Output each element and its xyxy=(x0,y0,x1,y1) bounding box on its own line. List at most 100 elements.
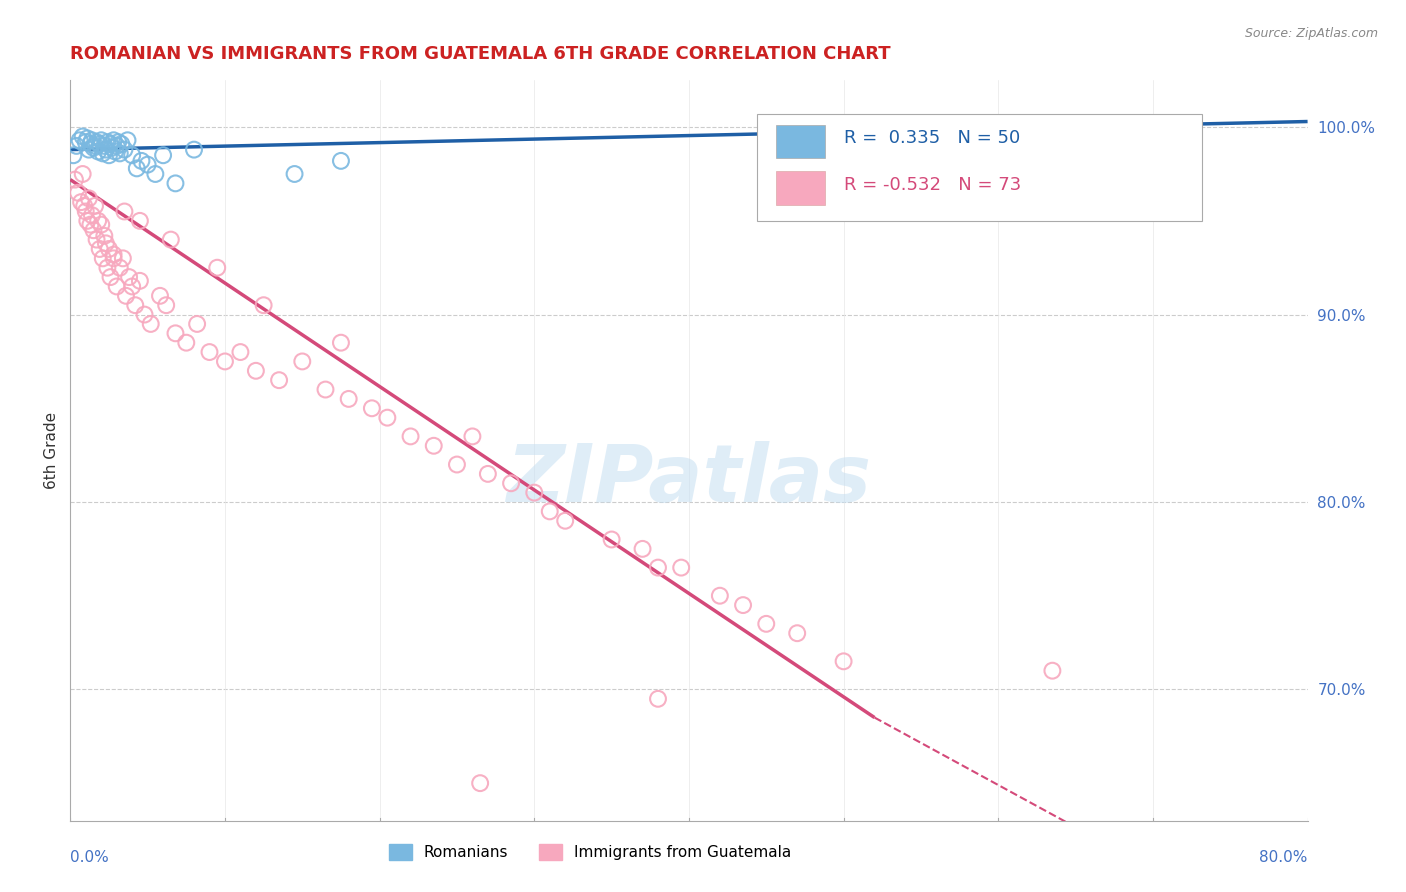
Point xyxy=(62,148,84,162)
Point xyxy=(165,326,187,341)
Point xyxy=(87,145,110,159)
Point xyxy=(330,153,353,168)
Text: R = -0.532   N = 73: R = -0.532 N = 73 xyxy=(844,177,1021,194)
Point xyxy=(501,476,523,491)
Point xyxy=(87,214,110,228)
Text: R =  0.335   N = 50: R = 0.335 N = 50 xyxy=(844,129,1019,147)
Point xyxy=(84,199,107,213)
Point xyxy=(183,143,205,157)
Point xyxy=(1042,664,1064,678)
Point xyxy=(70,195,93,210)
Point xyxy=(96,260,118,275)
Point xyxy=(124,298,146,312)
Point xyxy=(79,218,101,232)
Point xyxy=(121,148,143,162)
Y-axis label: 6th Grade: 6th Grade xyxy=(44,412,59,489)
Point xyxy=(76,214,98,228)
Point xyxy=(108,146,131,161)
Point xyxy=(129,274,152,288)
Point xyxy=(709,589,731,603)
Point xyxy=(111,252,134,266)
Point xyxy=(786,626,808,640)
Point xyxy=(361,401,384,416)
Point xyxy=(90,218,112,232)
Point xyxy=(98,242,120,256)
Point xyxy=(86,135,108,149)
Point xyxy=(253,298,276,312)
Point xyxy=(114,204,135,219)
Point xyxy=(72,129,94,144)
Point xyxy=(80,208,103,222)
Point xyxy=(1064,128,1087,142)
Point xyxy=(103,133,125,147)
Point xyxy=(987,129,1010,144)
Point xyxy=(89,242,111,256)
Point xyxy=(86,233,108,247)
Point xyxy=(114,143,135,157)
Point xyxy=(90,133,112,147)
Text: 0.0%: 0.0% xyxy=(70,850,110,865)
Point xyxy=(79,136,101,151)
Point xyxy=(186,317,208,331)
Point xyxy=(152,148,174,162)
Point xyxy=(337,392,360,406)
Point xyxy=(76,131,98,145)
FancyBboxPatch shape xyxy=(776,171,825,204)
Point xyxy=(69,133,91,147)
Point xyxy=(91,146,114,161)
Point xyxy=(105,139,128,153)
Point xyxy=(523,485,546,500)
Point xyxy=(93,139,115,153)
Point xyxy=(554,514,576,528)
Point xyxy=(155,298,177,312)
Point xyxy=(63,172,86,186)
Point xyxy=(134,308,156,322)
Point xyxy=(267,373,291,387)
Point xyxy=(115,289,138,303)
Point xyxy=(538,504,561,518)
Point xyxy=(101,141,124,155)
Point xyxy=(107,135,129,149)
Point xyxy=(129,214,152,228)
Point xyxy=(733,598,755,612)
Point xyxy=(755,616,778,631)
Point xyxy=(117,133,139,147)
Point xyxy=(174,335,197,350)
Point xyxy=(671,560,693,574)
Point xyxy=(284,167,307,181)
Point xyxy=(108,260,131,275)
Point xyxy=(94,143,117,157)
Point xyxy=(631,541,654,556)
Point xyxy=(82,223,105,237)
Point xyxy=(77,143,100,157)
Point xyxy=(647,560,669,574)
Point xyxy=(477,467,499,481)
Point xyxy=(65,139,87,153)
Point xyxy=(245,364,267,378)
Point xyxy=(82,141,105,155)
Point xyxy=(72,167,94,181)
Point xyxy=(160,233,183,247)
Point xyxy=(91,252,114,266)
Point xyxy=(103,247,125,261)
Point xyxy=(207,260,229,275)
Point xyxy=(125,161,148,176)
Point xyxy=(139,317,162,331)
Point xyxy=(446,458,468,472)
Point xyxy=(103,252,125,266)
Point xyxy=(198,345,221,359)
Point xyxy=(96,135,118,149)
Text: 80.0%: 80.0% xyxy=(1260,850,1308,865)
Point xyxy=(100,136,122,151)
Point xyxy=(165,177,187,191)
Text: ROMANIAN VS IMMIGRANTS FROM GUATEMALA 6TH GRADE CORRELATION CHART: ROMANIAN VS IMMIGRANTS FROM GUATEMALA 6T… xyxy=(70,45,891,63)
Point xyxy=(98,148,120,162)
Point xyxy=(330,335,353,350)
Point xyxy=(315,383,337,397)
Point xyxy=(377,410,399,425)
Point xyxy=(89,136,111,151)
Point xyxy=(100,270,122,285)
Point xyxy=(399,429,422,443)
FancyBboxPatch shape xyxy=(776,125,825,158)
Point xyxy=(647,691,669,706)
